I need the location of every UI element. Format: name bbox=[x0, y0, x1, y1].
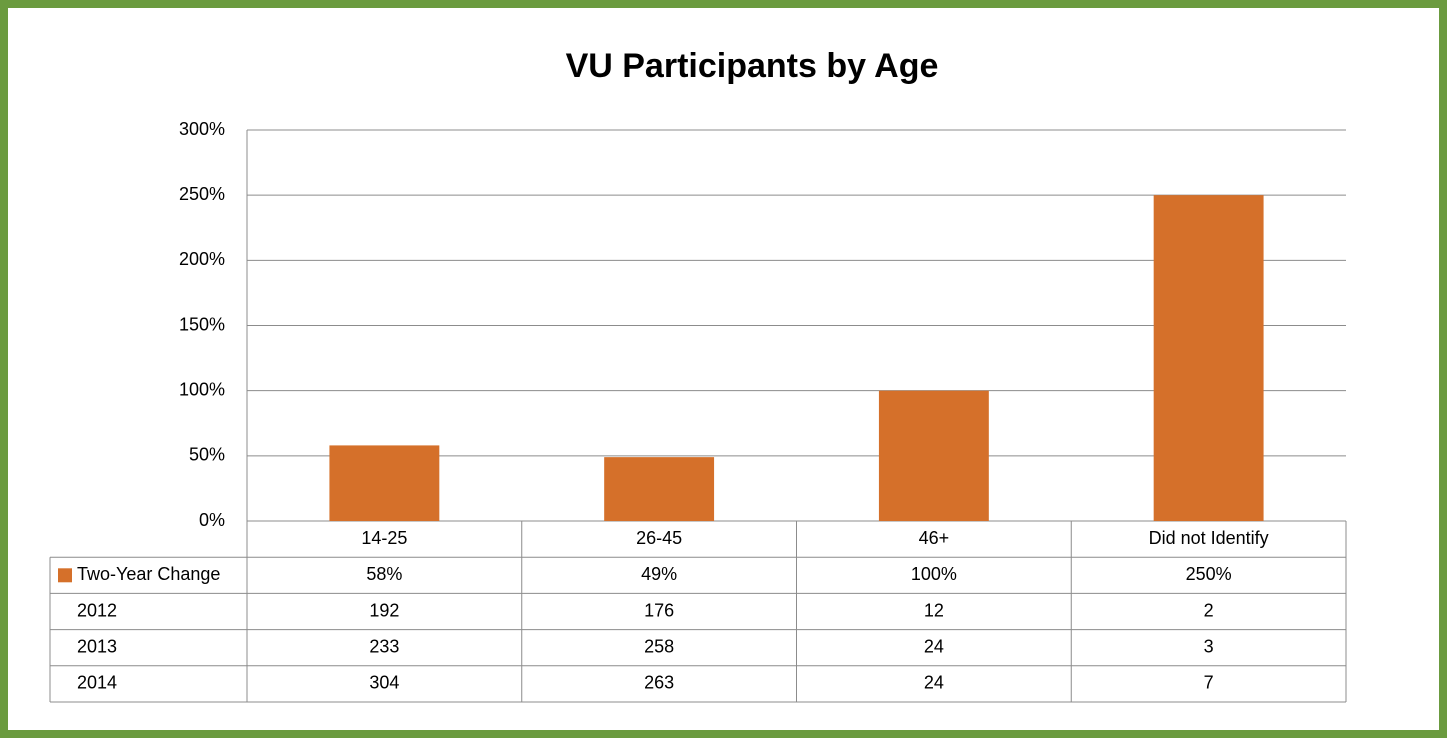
x-tick-label: 14-25 bbox=[361, 528, 407, 548]
table-cell: 2 bbox=[1204, 600, 1214, 620]
table-cell: 258 bbox=[644, 636, 674, 656]
x-tick-label: 26-45 bbox=[636, 528, 682, 548]
table-cell: 12 bbox=[924, 600, 944, 620]
y-tick-label: 150% bbox=[179, 314, 225, 334]
table-cell: 176 bbox=[644, 600, 674, 620]
legend-swatch bbox=[58, 568, 72, 583]
x-tick-label: 46+ bbox=[919, 528, 950, 548]
bar bbox=[878, 390, 989, 521]
bar bbox=[1153, 195, 1264, 521]
table-cell: 7 bbox=[1204, 673, 1214, 693]
y-tick-label: 50% bbox=[189, 445, 225, 465]
table-cell: 304 bbox=[369, 673, 399, 693]
table-cell: 192 bbox=[369, 600, 399, 620]
data-label: 250% bbox=[1186, 564, 1232, 584]
legend-label: Two-Year Change bbox=[77, 564, 220, 584]
y-tick-label: 200% bbox=[179, 249, 225, 269]
row-label: 2014 bbox=[77, 673, 117, 693]
x-tick-label: Did not Identify bbox=[1149, 528, 1269, 548]
table-cell: 24 bbox=[924, 636, 944, 656]
table-cell: 233 bbox=[369, 636, 399, 656]
table-cell: 3 bbox=[1204, 636, 1214, 656]
y-tick-label: 300% bbox=[179, 119, 225, 139]
chart-title: VU Participants by Age bbox=[566, 47, 939, 85]
data-label: 49% bbox=[641, 564, 677, 584]
bar bbox=[329, 445, 440, 521]
y-tick-label: 100% bbox=[179, 379, 225, 399]
row-label: 2013 bbox=[77, 636, 117, 656]
table-cell: 24 bbox=[924, 673, 944, 693]
row-label: 2012 bbox=[77, 600, 117, 620]
table-cell: 263 bbox=[644, 673, 674, 693]
y-tick-label: 0% bbox=[199, 510, 225, 530]
data-label: 58% bbox=[366, 564, 402, 584]
data-label: 100% bbox=[911, 564, 957, 584]
y-tick-label: 250% bbox=[179, 184, 225, 204]
bar bbox=[604, 457, 715, 521]
